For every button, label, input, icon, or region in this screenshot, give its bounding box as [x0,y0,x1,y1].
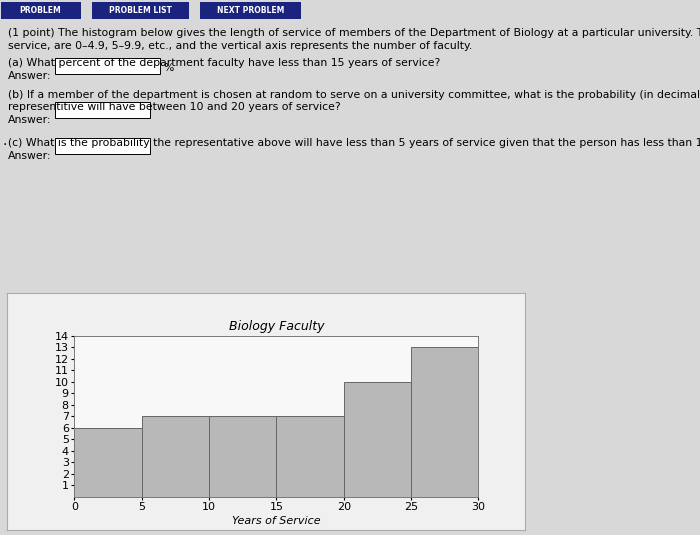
Text: (b) If a member of the department is chosen at random to serve on a university c: (b) If a member of the department is cho… [8,90,700,101]
FancyBboxPatch shape [0,2,80,19]
Bar [411,347,478,496]
Text: Answer:: Answer: [8,116,52,125]
Text: NEXT PROBLEM: NEXT PROBLEM [216,6,284,14]
Text: PROBLEM LIST: PROBLEM LIST [108,6,172,14]
Bar [55,58,160,74]
Bar [276,416,344,496]
Text: %: % [163,63,174,73]
Title: Biology Faculty: Biology Faculty [229,320,324,333]
Bar [55,102,150,118]
Text: service, are 0–4.9, 5–9.9, etc., and the vertical axis represents the number of : service, are 0–4.9, 5–9.9, etc., and the… [8,41,472,51]
Text: Answer:: Answer: [8,151,52,162]
Text: (1 point) The histogram below gives the length of service of members of the Depa: (1 point) The histogram below gives the … [8,28,700,39]
Bar [344,381,411,496]
Text: representitive will have between 10 and 20 years of service?: representitive will have between 10 and … [8,102,341,112]
Text: ·: · [3,139,8,152]
Bar [209,416,276,496]
Bar [141,416,209,496]
Bar [55,139,150,155]
Text: (a) What percent of the department faculty have less than 15 years of service?: (a) What percent of the department facul… [8,58,440,68]
FancyBboxPatch shape [199,2,301,19]
Text: (c) What is the probability the representative above will have less than 5 years: (c) What is the probability the represen… [8,139,700,148]
X-axis label: Years of Service: Years of Service [232,516,321,526]
Bar [74,427,141,496]
FancyBboxPatch shape [91,2,189,19]
Text: Answer:: Answer: [8,71,52,81]
Text: PROBLEM: PROBLEM [20,6,61,14]
